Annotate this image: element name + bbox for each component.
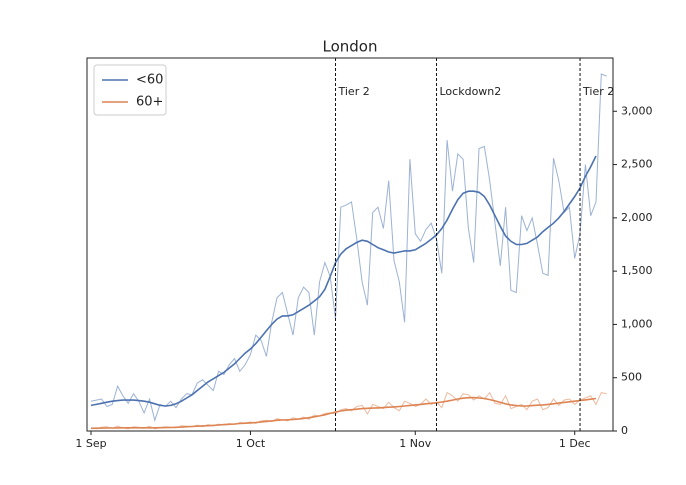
y-tick-label: 2,500: [621, 158, 653, 171]
legend-label: 60+: [136, 95, 163, 110]
x-tick-label: 1 Oct: [236, 437, 266, 450]
y-tick-label: 2,000: [621, 211, 653, 224]
x-tick-label: 1 Sep: [75, 437, 106, 450]
plot-frame: [86, 57, 614, 432]
y-tick-label: 500: [621, 371, 642, 384]
y-tick-label: 0: [621, 424, 628, 437]
chart-title: London: [323, 38, 378, 56]
legend-label: <60: [136, 73, 163, 88]
smoothed-line: [90, 396, 597, 430]
event-label: Tier 2: [582, 85, 614, 98]
raw-line: [90, 73, 607, 423]
event-label: Lockdown2: [440, 85, 502, 98]
smoothed-line: [90, 155, 597, 407]
x-tick-label: 1 Dec: [559, 437, 591, 450]
y-tick-label: 1,000: [621, 317, 653, 330]
y-tick-label: 1,500: [621, 264, 653, 277]
y-tick-label: 3,000: [621, 104, 653, 117]
x-tick-label: 1 Nov: [399, 437, 431, 450]
event-label: Tier 2: [338, 85, 370, 98]
